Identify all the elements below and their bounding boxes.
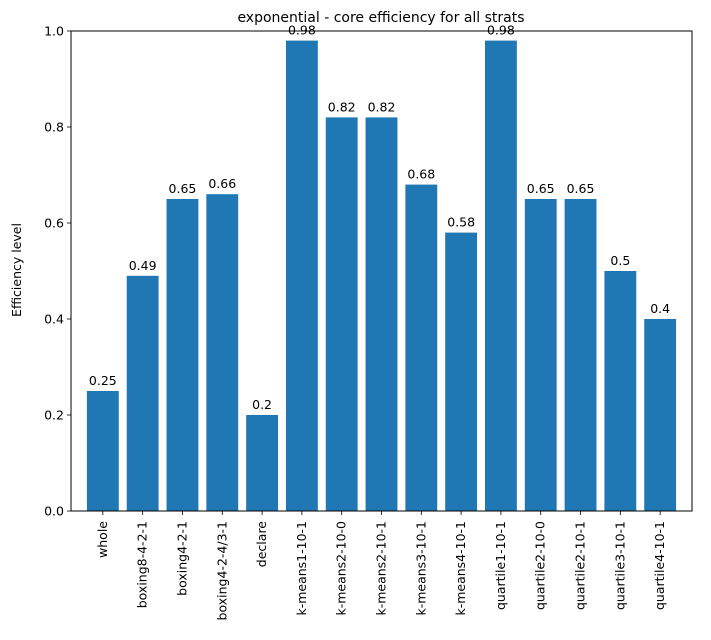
y-tick-label-4: 0.8 xyxy=(44,120,64,135)
data-labels-layer: 0.25 0.49 0.65 0.66 0.2 0.98 0.82 0.82 0.68 0.58 0… xyxy=(89,23,670,412)
data-label-1: 0.49 xyxy=(129,258,157,273)
y-tick-label-1: 0.2 xyxy=(44,408,64,423)
x-tick-label-10: quartile1-10-1 xyxy=(493,521,508,610)
bar-2 xyxy=(166,199,199,511)
x-tick-label-9: k-means4-10-1 xyxy=(453,521,468,616)
data-label-9: 0.58 xyxy=(447,215,475,230)
x-tick-label-2: boxing4-2-1 xyxy=(174,521,189,596)
y-tick-label-3: 0.6 xyxy=(44,216,64,231)
bar-0 xyxy=(86,391,119,511)
data-label-2: 0.65 xyxy=(169,181,197,196)
y-axis-ticks: 0.0 0.2 0.4 0.6 0.8 1.0 xyxy=(44,24,71,519)
bar-14 xyxy=(644,319,677,511)
data-label-7: 0.82 xyxy=(368,99,396,114)
x-tick-label-3: boxing4-2-4/3-1 xyxy=(214,521,229,620)
data-label-6: 0.82 xyxy=(328,99,356,114)
y-tick-label-0: 0.0 xyxy=(44,504,64,519)
x-tick-label-0: whole xyxy=(95,521,110,558)
bar-6 xyxy=(325,117,358,512)
y-axis-label: Efficiency level xyxy=(9,223,24,317)
x-tick-label-5: k-means1-10-1 xyxy=(294,521,309,616)
bar-5 xyxy=(285,40,318,511)
data-label-10: 0.98 xyxy=(487,23,515,38)
bars-layer xyxy=(86,40,677,512)
bar-3 xyxy=(206,194,239,511)
data-label-4: 0.2 xyxy=(252,397,272,412)
y-tick-label-5: 1.0 xyxy=(44,24,64,39)
x-tick-label-4: declare xyxy=(254,521,269,567)
bar-10 xyxy=(485,40,517,511)
x-tick-label-14: quartile4-10-1 xyxy=(652,521,667,610)
x-tick-label-7: k-means2-10-1 xyxy=(374,521,389,616)
data-label-11: 0.65 xyxy=(527,181,555,196)
bar-4 xyxy=(246,415,278,511)
data-label-12: 0.65 xyxy=(567,181,595,196)
bar-9 xyxy=(445,232,478,511)
x-tick-label-8: k-means3-10-1 xyxy=(413,521,428,616)
x-tick-label-12: quartile2-10-1 xyxy=(573,521,588,610)
x-tick-label-1: boxing8-4-2-1 xyxy=(135,521,150,608)
bar-8 xyxy=(405,184,438,511)
chart-title: exponential - core efficiency for all st… xyxy=(237,10,524,26)
x-axis-ticks: whole boxing8-4-2-1 boxing4-2-1 boxing4-2-4… xyxy=(95,511,667,620)
x-tick-label-11: quartile2-10-0 xyxy=(533,521,548,610)
bar-7 xyxy=(365,117,398,512)
data-label-5: 0.98 xyxy=(288,23,316,38)
bar-13 xyxy=(604,271,637,511)
y-tick-label-2: 0.4 xyxy=(44,312,64,327)
data-label-3: 0.66 xyxy=(208,176,236,191)
bar-12 xyxy=(564,199,597,511)
data-label-14: 0.4 xyxy=(650,301,670,316)
x-tick-label-6: k-means2-10-0 xyxy=(334,521,349,616)
x-tick-label-13: quartile3-10-1 xyxy=(612,521,627,610)
plot-frame xyxy=(70,30,693,512)
data-label-0: 0.25 xyxy=(89,373,117,388)
data-label-13: 0.5 xyxy=(610,253,630,268)
bar-11 xyxy=(524,199,557,511)
data-label-8: 0.68 xyxy=(407,167,435,182)
bar-1 xyxy=(126,275,159,511)
